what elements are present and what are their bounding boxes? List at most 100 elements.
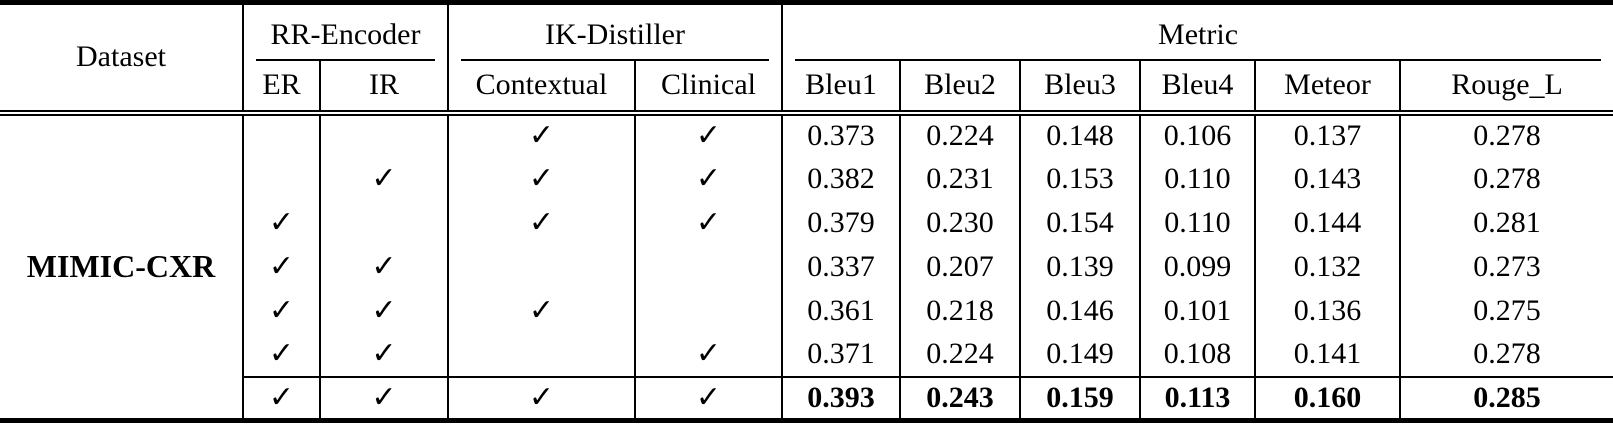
check-cell-clinical: ✓ [634,200,782,245]
metric-cell-meteor: 0.132 [1254,244,1400,289]
column-header-bleu2: Bleu2 [899,60,1020,116]
column-header-dataset: Dataset [0,2,243,116]
group-header-metric: Metric [780,2,1613,61]
metric-cell-rouge-l: 0.278 [1398,112,1613,157]
group-header-rr-encoder-label: RR-Encoder [270,17,421,51]
column-header-er: ER [242,60,320,116]
check-cell-er: ✓ [242,375,320,421]
check-cell-er: ✓ [242,244,320,289]
metric-cell-meteor: 0.137 [1254,112,1400,157]
metric-cell-bleu1: 0.361 [781,288,900,333]
metric-cell-meteor: 0.136 [1254,288,1400,333]
check-cell-er: ✓ [242,288,320,333]
column-header-bleu3: Bleu3 [1019,60,1140,116]
metric-cell-meteor: 0.143 [1254,156,1400,201]
check-cell-contextual: ✓ [447,112,635,157]
metric-cell-bleu4: 0.113 [1139,375,1255,421]
ablation-results-table: Dataset RR-Encoder IK-Distiller Metric E… [0,0,1613,423]
check-cell-ir: ✓ [319,375,448,421]
check-cell-contextual [447,332,635,377]
table-row: ✓ ✓ ✓ 0.379 0.230 0.154 0.110 0.144 0.28… [0,200,1613,245]
metric-cell-bleu1: 0.337 [781,244,900,289]
check-cell-contextual [447,244,635,289]
metric-cell-bleu1: 0.393 [781,375,900,421]
table-row: ✓ ✓ ✓ 0.361 0.218 0.146 0.101 0.136 0.27… [0,288,1613,333]
metric-cell-bleu2: 0.243 [899,375,1020,421]
dataset-name-cell: MIMIC-CXR [26,248,216,285]
metric-cell-bleu1: 0.371 [781,332,900,377]
metric-cell-bleu4: 0.101 [1139,288,1255,333]
column-header-clinical: Clinical [634,60,782,116]
metric-cell-bleu1: 0.373 [781,112,900,157]
check-cell-ir [319,200,448,245]
group-header-ik-distiller-label: IK-Distiller [545,17,685,51]
metric-cell-bleu3: 0.148 [1019,112,1140,157]
check-cell-er [242,156,320,201]
column-header-meteor: Meteor [1254,60,1400,116]
metric-cell-bleu2: 0.231 [899,156,1020,201]
check-cell-ir [319,112,448,157]
check-cell-er: ✓ [242,332,320,377]
column-header-bleu4: Bleu4 [1139,60,1255,116]
check-cell-contextual: ✓ [447,375,635,421]
table-row: ✓ ✓ 0.337 0.207 0.139 0.099 0.132 0.273 [0,244,1613,289]
metric-cell-bleu2: 0.224 [899,332,1020,377]
metric-cell-bleu3: 0.146 [1019,288,1140,333]
metric-cell-bleu4: 0.110 [1139,156,1255,201]
metric-cell-rouge-l: 0.278 [1398,156,1613,201]
check-cell-clinical: ✓ [634,156,782,201]
column-header-contextual: Contextual [447,60,635,116]
column-header-ir: IR [319,60,448,116]
check-cell-ir: ✓ [319,332,448,377]
metric-cell-rouge-l: 0.275 [1398,288,1613,333]
metric-cell-bleu3: 0.149 [1019,332,1140,377]
metric-cell-bleu2: 0.207 [899,244,1020,289]
metric-cell-bleu3: 0.153 [1019,156,1140,201]
check-cell-contextual: ✓ [447,288,635,333]
ik-distiller-underline [461,58,769,61]
metric-cell-bleu4: 0.110 [1139,200,1255,245]
check-cell-er: ✓ [242,200,320,245]
metric-cell-bleu4: 0.106 [1139,112,1255,157]
rr-encoder-underline [256,58,435,61]
metric-cell-bleu4: 0.108 [1139,332,1255,377]
metric-cell-bleu4: 0.099 [1139,244,1255,289]
header-row-groups: Dataset RR-Encoder IK-Distiller Metric [0,2,1613,116]
metric-cell-rouge-l: 0.278 [1398,332,1613,377]
check-cell-clinical: ✓ [634,112,782,157]
check-cell-clinical: ✓ [634,332,782,377]
check-cell-ir: ✓ [319,288,448,333]
metric-cell-bleu2: 0.230 [899,200,1020,245]
metric-cell-rouge-l: 0.285 [1398,375,1613,421]
header-row-subcolumns: ER IR Contextual Clinical Bleu1 Bleu2 Bl… [0,60,1613,116]
check-cell-contextual: ✓ [447,200,635,245]
metric-cell-meteor: 0.141 [1254,332,1400,377]
column-header-rouge-l: Rouge_L [1398,60,1613,116]
metric-cell-meteor: 0.144 [1254,200,1400,245]
check-cell-ir: ✓ [319,244,448,289]
check-cell-clinical: ✓ [634,375,782,421]
metric-cell-bleu3: 0.154 [1019,200,1140,245]
check-cell-ir: ✓ [319,156,448,201]
group-header-metric-label: Metric [1158,17,1239,51]
check-cell-contextual: ✓ [447,156,635,201]
check-cell-clinical [634,244,782,289]
table-row-best: ✓ ✓ ✓ ✓ 0.393 0.243 0.159 0.113 0.160 0.… [0,375,1613,421]
check-cell-clinical [634,288,782,333]
check-cell-er [242,112,320,157]
metric-cell-bleu1: 0.382 [781,156,900,201]
group-header-rr-encoder: RR-Encoder [242,2,448,61]
metric-cell-bleu3: 0.159 [1019,375,1140,421]
table-row: ✓ ✓ ✓ 0.382 0.231 0.153 0.110 0.143 0.27… [0,156,1613,201]
metric-underline [795,58,1602,61]
metric-cell-bleu2: 0.218 [899,288,1020,333]
table-row: ✓ ✓ ✓ 0.371 0.224 0.149 0.108 0.141 0.27… [0,332,1613,377]
column-header-bleu1: Bleu1 [781,60,900,116]
metric-cell-bleu3: 0.139 [1019,244,1140,289]
table-row: MIMIC-CXR ✓ ✓ 0.373 0.224 0.148 0.106 0.… [0,112,1613,284]
metric-cell-bleu1: 0.379 [781,200,900,245]
metric-cell-bleu2: 0.224 [899,112,1020,157]
metric-cell-rouge-l: 0.281 [1398,200,1613,245]
metric-cell-rouge-l: 0.273 [1398,244,1613,289]
metric-cell-meteor: 0.160 [1254,375,1400,421]
